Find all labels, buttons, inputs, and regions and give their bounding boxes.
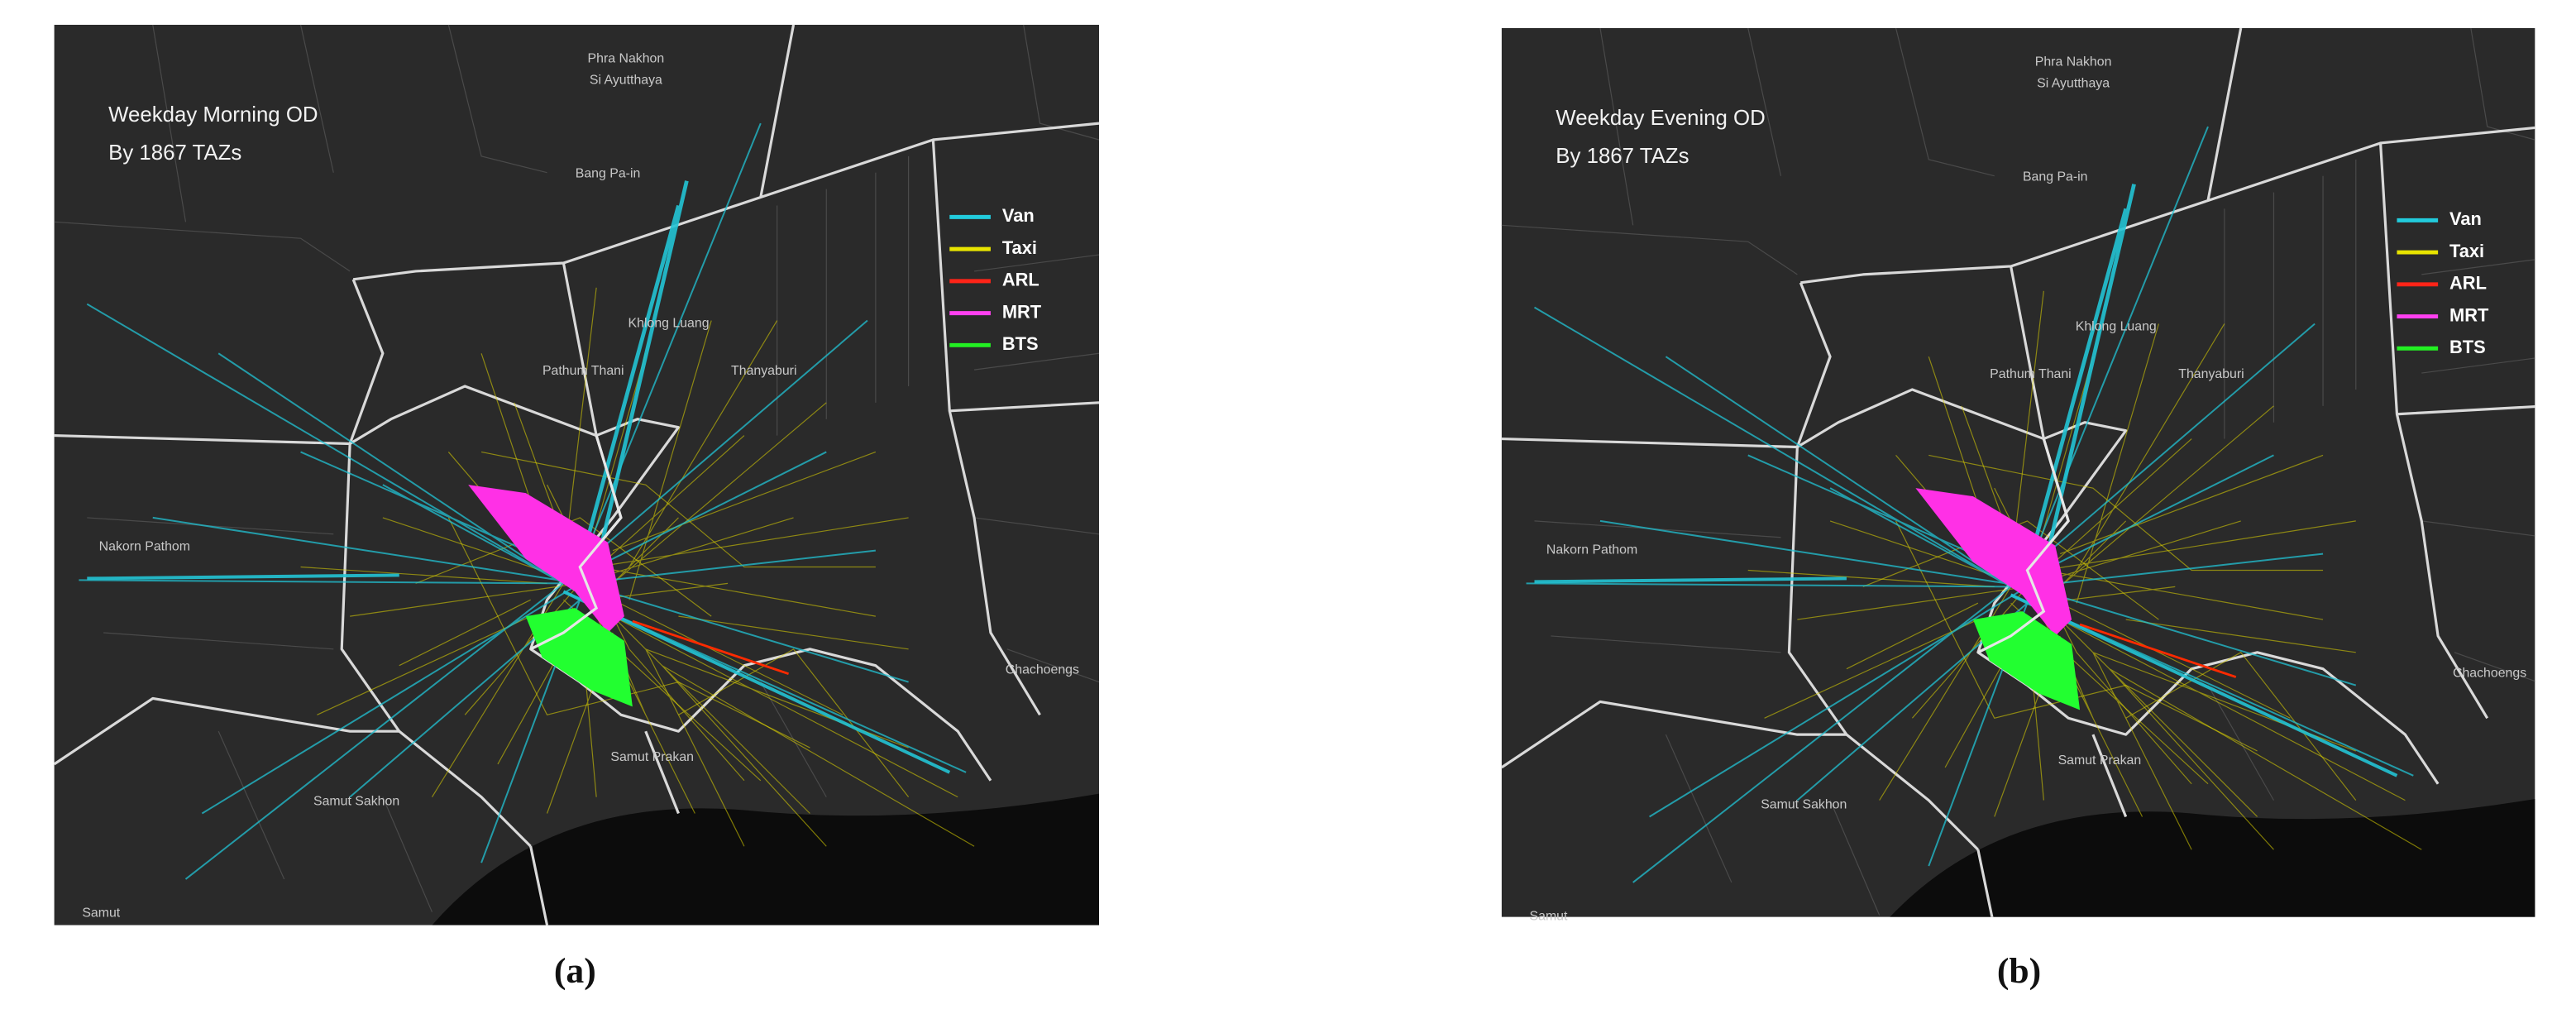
map-title: By 1867 TAZs	[108, 141, 241, 165]
place-label: Khlong Luang	[2076, 319, 2157, 333]
place-label: Bang Pa-in	[2023, 170, 2088, 184]
place-label: Si Ayutthaya	[2037, 76, 2110, 90]
place-label: Khlong Luang	[628, 316, 710, 330]
place-label: Samut	[82, 906, 120, 921]
place-label: Si Ayutthaya	[590, 73, 662, 87]
place-label: Pathum Thani	[1990, 367, 2072, 381]
place-label: Pathum Thani	[542, 364, 624, 378]
legend-label: MRT	[2449, 304, 2489, 325]
place-label: Samut Sakhon	[1761, 798, 1847, 812]
place-label: Nakorn Pathom	[99, 540, 190, 554]
place-label: Phra Nakhon	[2035, 55, 2112, 69]
legend-label: BTS	[1002, 333, 1039, 354]
map-title: By 1867 TAZs	[1556, 145, 1689, 168]
place-label: Thanyaburi	[731, 364, 796, 378]
map-title: Weekday Evening OD	[1556, 107, 1765, 130]
legend-label: ARL	[2449, 273, 2487, 294]
panel: Weekday Evening OD By 1867 TAZs Van Taxi ARL…	[1502, 28, 2546, 924]
panel: Weekday Morning OD By 1867 TAZs Van Taxi ARL…	[55, 25, 1099, 926]
legend-label: Taxi	[1002, 237, 1037, 258]
place-label: Samut Sakhon	[313, 795, 399, 809]
place-label: Nakorn Pathom	[1546, 543, 1637, 557]
legend-label: MRT	[1002, 301, 1042, 322]
place-label: Phra Nakhon	[588, 52, 665, 66]
place-label: Samut Prakan	[2058, 753, 2142, 768]
legend-label: BTS	[2449, 337, 2486, 357]
legend-label: Taxi	[2449, 241, 2484, 261]
panel-caption: (b)	[1997, 951, 2041, 991]
place-label: Bang Pa-in	[576, 167, 641, 181]
legend-label: Van	[2449, 208, 2482, 229]
place-label: Samut	[1530, 910, 1568, 924]
legend-label: Van	[1002, 205, 1035, 226]
panel-caption: (a)	[554, 951, 596, 991]
place-label: Chachoengs	[2453, 667, 2526, 681]
place-label: Thanyaburi	[2178, 367, 2244, 381]
map-title: Weekday Morning OD	[108, 103, 318, 127]
place-label: Chachoengs	[1006, 663, 1079, 677]
legend-label: ARL	[1002, 270, 1039, 290]
place-label: Samut Prakan	[610, 750, 694, 764]
